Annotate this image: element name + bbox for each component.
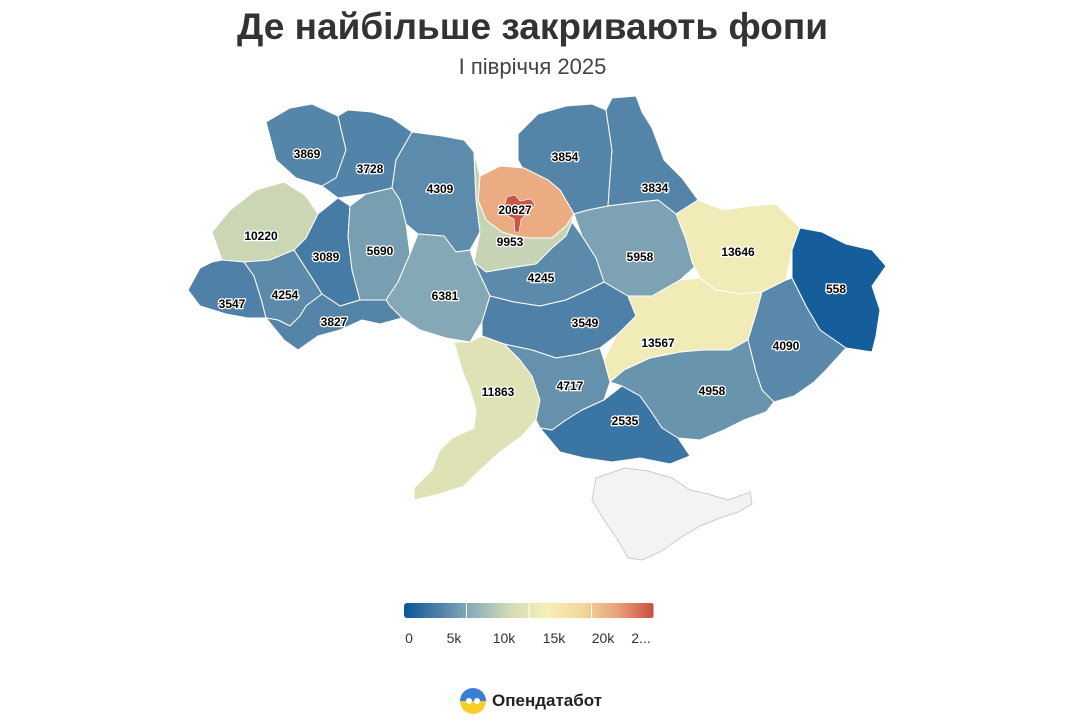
legend-tick-label: 15k bbox=[543, 630, 567, 646]
region-value-label: 4717 bbox=[557, 379, 584, 393]
brand-name: Опендатабот bbox=[492, 691, 603, 710]
region-value-label: 3549 bbox=[572, 316, 599, 330]
region-value-label: 5958 bbox=[627, 250, 654, 264]
region-value-label: 3869 bbox=[294, 147, 321, 161]
regions-layer bbox=[187, 95, 887, 561]
region-value-label: 9953 bbox=[497, 235, 524, 249]
map-title: Де найбільше закривають фопи bbox=[236, 6, 828, 47]
region-value-label: 4958 bbox=[699, 384, 726, 398]
kyiv-city-region bbox=[503, 194, 536, 233]
region-value-label: 10220 bbox=[244, 229, 278, 243]
region-value-label: 3834 bbox=[642, 181, 669, 195]
region-value-label: 11863 bbox=[482, 385, 515, 399]
region-value-label: 3854 bbox=[552, 150, 579, 164]
region-value-label: 13646 bbox=[721, 245, 755, 259]
region-value-label: 558 bbox=[826, 282, 846, 296]
legend-tick-label: 2... bbox=[631, 630, 650, 646]
region-value-label: 4245 bbox=[528, 271, 555, 285]
region-value-label: 4090 bbox=[773, 339, 800, 353]
opendatabot-logo-icon bbox=[460, 688, 486, 714]
legend-tick-label: 10k bbox=[493, 630, 517, 646]
region-value-label: 2535 bbox=[612, 414, 639, 428]
region-value-label: 4254 bbox=[272, 288, 299, 302]
region-value-label: 3827 bbox=[321, 315, 348, 329]
legend-tick-label: 5k bbox=[447, 630, 463, 646]
legend-tick-label: 0 bbox=[405, 630, 413, 646]
legend-tick-label: 20k bbox=[592, 630, 616, 646]
region-value-label: 20627 bbox=[498, 203, 532, 217]
brand: Опендатабот bbox=[460, 688, 602, 714]
crimea-region bbox=[591, 467, 753, 561]
region-0[interactable] bbox=[265, 103, 347, 187]
value-labels-layer: 3869 3728 4309 3854 3834 10220 3089 5690 20627 99… bbox=[217, 146, 847, 430]
region-4[interactable] bbox=[605, 95, 699, 215]
region-17[interactable] bbox=[265, 293, 403, 351]
region-24[interactable] bbox=[539, 385, 691, 465]
region-value-label: 6381 bbox=[432, 289, 459, 303]
region-value-label: 3728 bbox=[357, 162, 384, 176]
region-value-label: 3089 bbox=[313, 250, 340, 264]
region-value-label: 13567 bbox=[641, 336, 675, 350]
region-value-label: 4309 bbox=[427, 182, 454, 196]
region-value-label: 5690 bbox=[367, 244, 394, 258]
color-legend: 0 5k 10k 15k 20k 2... bbox=[404, 603, 655, 646]
region-value-label: 3547 bbox=[219, 297, 246, 311]
map-subtitle: І півріччя 2025 bbox=[458, 54, 607, 79]
